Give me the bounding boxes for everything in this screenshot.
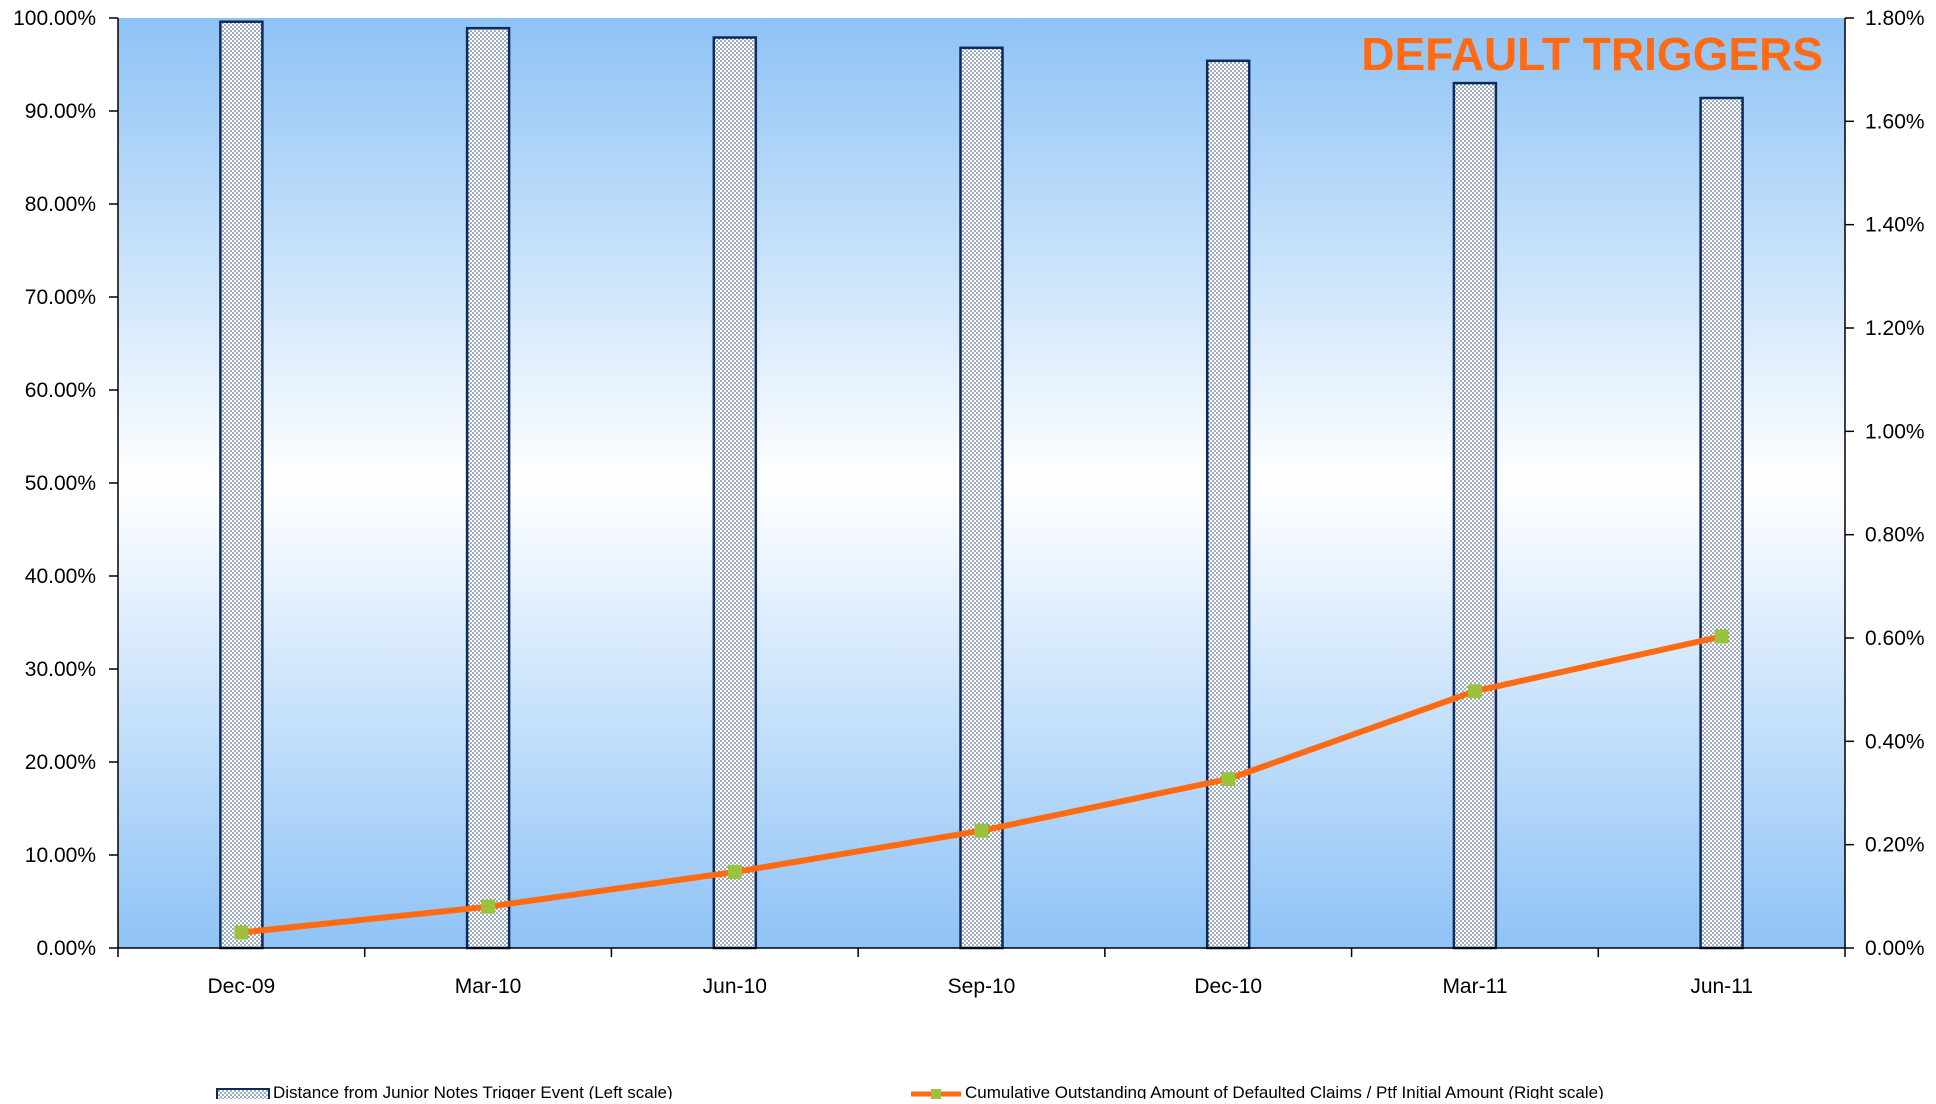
bar-Dec-09[interactable] <box>219 20 264 950</box>
right-axis-tick-label: 0.00% <box>1865 937 1925 960</box>
right-axis-tick-label: 1.60% <box>1865 110 1925 133</box>
line-point-Jun-11[interactable] <box>1714 629 1729 644</box>
bar-Sep-10[interactable] <box>959 46 1004 950</box>
right-axis-tick-label: 0.20% <box>1865 834 1925 857</box>
left-axis-tick-label: 90.00% <box>25 100 96 123</box>
legend-swatch-bars <box>216 1088 270 1101</box>
line-layer <box>234 629 1729 940</box>
bar-Jun-10[interactable] <box>712 36 758 950</box>
line-point-Sep-10[interactable] <box>974 823 989 838</box>
x-axis-tick-label: Mar-11 <box>1442 975 1507 998</box>
bar-Jun-11[interactable] <box>1699 96 1744 950</box>
right-axis-tick-label: 1.80% <box>1865 7 1925 30</box>
left-axis-tick-label: 10.00% <box>25 844 96 867</box>
bar-Dec-10[interactable] <box>1205 59 1251 950</box>
left-axis-tick-label: 100.00% <box>13 7 96 30</box>
left-axis-tick-label: 50.00% <box>25 472 96 495</box>
right-axis-tick-label: 0.40% <box>1865 730 1925 753</box>
x-axis-tick-label: Jun-11 <box>1690 975 1753 998</box>
line-point-Mar-11[interactable] <box>1467 684 1482 699</box>
axes-layer: 0.00% 10.00% 20.00% 30.00% 40.00% 50.00% 60.00… <box>13 7 1924 998</box>
line-point-Dec-10[interactable] <box>1221 772 1236 786</box>
left-axis-tick-label: 20.00% <box>25 751 96 774</box>
right-axis-tick-label: 0.60% <box>1865 627 1925 650</box>
bar-Mar-11[interactable] <box>1452 81 1498 950</box>
x-axis-tick-label: Dec-10 <box>1194 975 1262 998</box>
x-axis-tick-label: Dec-09 <box>208 975 276 998</box>
right-axis-tick-label: 1.40% <box>1865 214 1925 237</box>
legend-item-bars[interactable]: Distance from Junior Notes Trigger Event… <box>216 1083 673 1102</box>
legend-item-line[interactable]: Cumulative Outstanding Amount of Default… <box>911 1083 1604 1102</box>
x-axis-tick-label: Jun-10 <box>703 975 767 998</box>
left-axis-tick-label: 30.00% <box>25 658 96 681</box>
legend-label-line: Cumulative Outstanding Amount of Default… <box>965 1083 1604 1099</box>
right-axis-tick-label: 1.00% <box>1865 420 1925 443</box>
right-axis-tick-label: 0.80% <box>1865 524 1925 547</box>
legend-label-bars: Distance from Junior Notes Trigger Event… <box>273 1083 673 1099</box>
x-axis-tick-label: Sep-10 <box>948 975 1016 998</box>
right-axis-tick-label: 1.20% <box>1865 317 1925 340</box>
x-axis-tick-label: Mar-10 <box>455 975 522 998</box>
chart-title: DEFAULT TRIGGERS <box>1361 28 1823 80</box>
legend: Distance from Junior Notes Trigger Event… <box>216 1083 1604 1102</box>
line-point-Jun-10[interactable] <box>727 865 742 879</box>
legend-swatch-marker <box>931 1089 941 1099</box>
left-axis-tick-label: 40.00% <box>25 565 96 588</box>
left-axis-tick-label: 0.00% <box>36 937 96 960</box>
line-point-Dec-09[interactable] <box>234 925 249 940</box>
bar-Mar-10[interactable] <box>465 26 511 950</box>
bars-layer <box>219 20 1744 950</box>
left-axis-tick-label: 60.00% <box>25 379 96 402</box>
left-axis-tick-label: 80.00% <box>25 193 96 216</box>
line-point-Mar-10[interactable] <box>481 899 496 914</box>
left-axis-tick-label: 70.00% <box>25 286 96 309</box>
